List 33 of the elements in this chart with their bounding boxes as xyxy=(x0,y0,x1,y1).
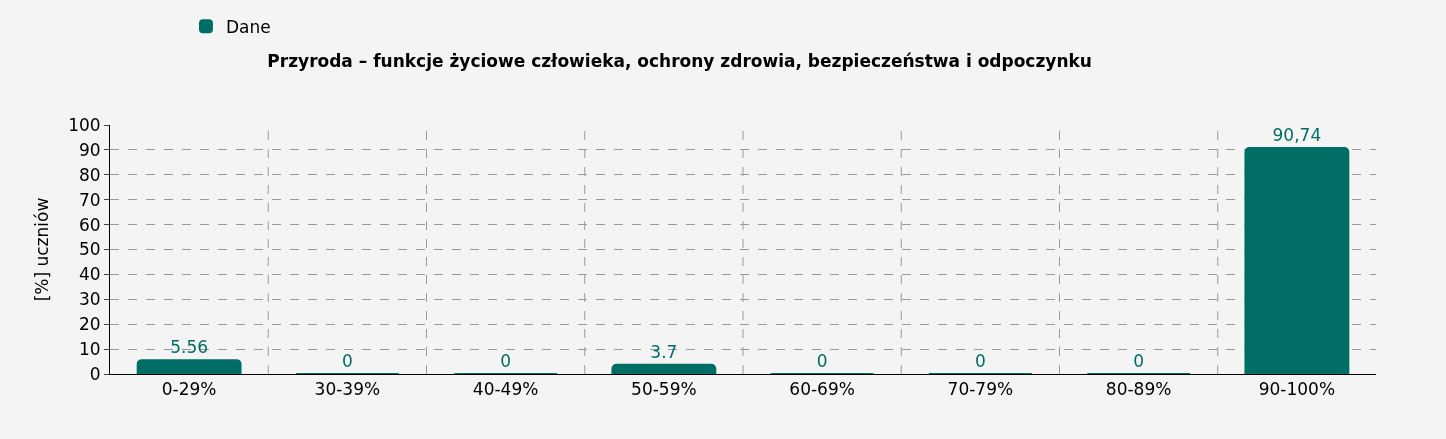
x-tick-label: 90-100% xyxy=(1258,379,1336,400)
data-label: 0 xyxy=(1133,351,1145,371)
data-label: 0 xyxy=(341,351,353,371)
x-tick-label: 80-89% xyxy=(1105,379,1172,400)
x-tick-label: 30-39% xyxy=(314,379,381,400)
legend-label: Dane xyxy=(225,16,271,37)
x-tick-label: 70-79% xyxy=(947,379,1014,400)
bar xyxy=(611,363,717,374)
y-tick-label: 0 xyxy=(89,363,101,384)
data-label: 0 xyxy=(816,351,828,371)
x-tick-label: 0-29% xyxy=(161,379,217,400)
y-tick-label: 30 xyxy=(78,289,101,310)
y-tick-label: 100 xyxy=(68,114,101,135)
bar xyxy=(136,359,242,374)
y-tick-label: 90 xyxy=(78,139,101,160)
y-tick-label: 80 xyxy=(78,164,101,185)
chart-title: Przyroda – funkcje życiowe człowieka, ochrony zdrowia, bezpieczeństwa i odpoczynku xyxy=(267,51,1092,72)
bar xyxy=(1244,147,1350,374)
x-tick-label: 50-59% xyxy=(631,379,697,400)
data-label: 0 xyxy=(974,351,986,371)
x-tick-label: 60-69% xyxy=(789,379,855,400)
y-tick-label: 70 xyxy=(78,189,101,210)
y-tick-label: 60 xyxy=(78,214,101,235)
data-label: 5.56 xyxy=(170,337,209,358)
y-axis-title: [%] uczniów xyxy=(31,197,52,302)
y-tick-label: 20 xyxy=(78,314,101,335)
data-label: 0 xyxy=(500,351,512,371)
y-tick-label: 10 xyxy=(78,339,101,360)
y-tick-label: 50 xyxy=(78,239,101,260)
data-label: 3.7 xyxy=(650,341,678,362)
y-tick-label: 40 xyxy=(78,264,101,285)
x-tick-label: 40-49% xyxy=(472,379,539,400)
data-label: 90,74 xyxy=(1272,125,1322,146)
